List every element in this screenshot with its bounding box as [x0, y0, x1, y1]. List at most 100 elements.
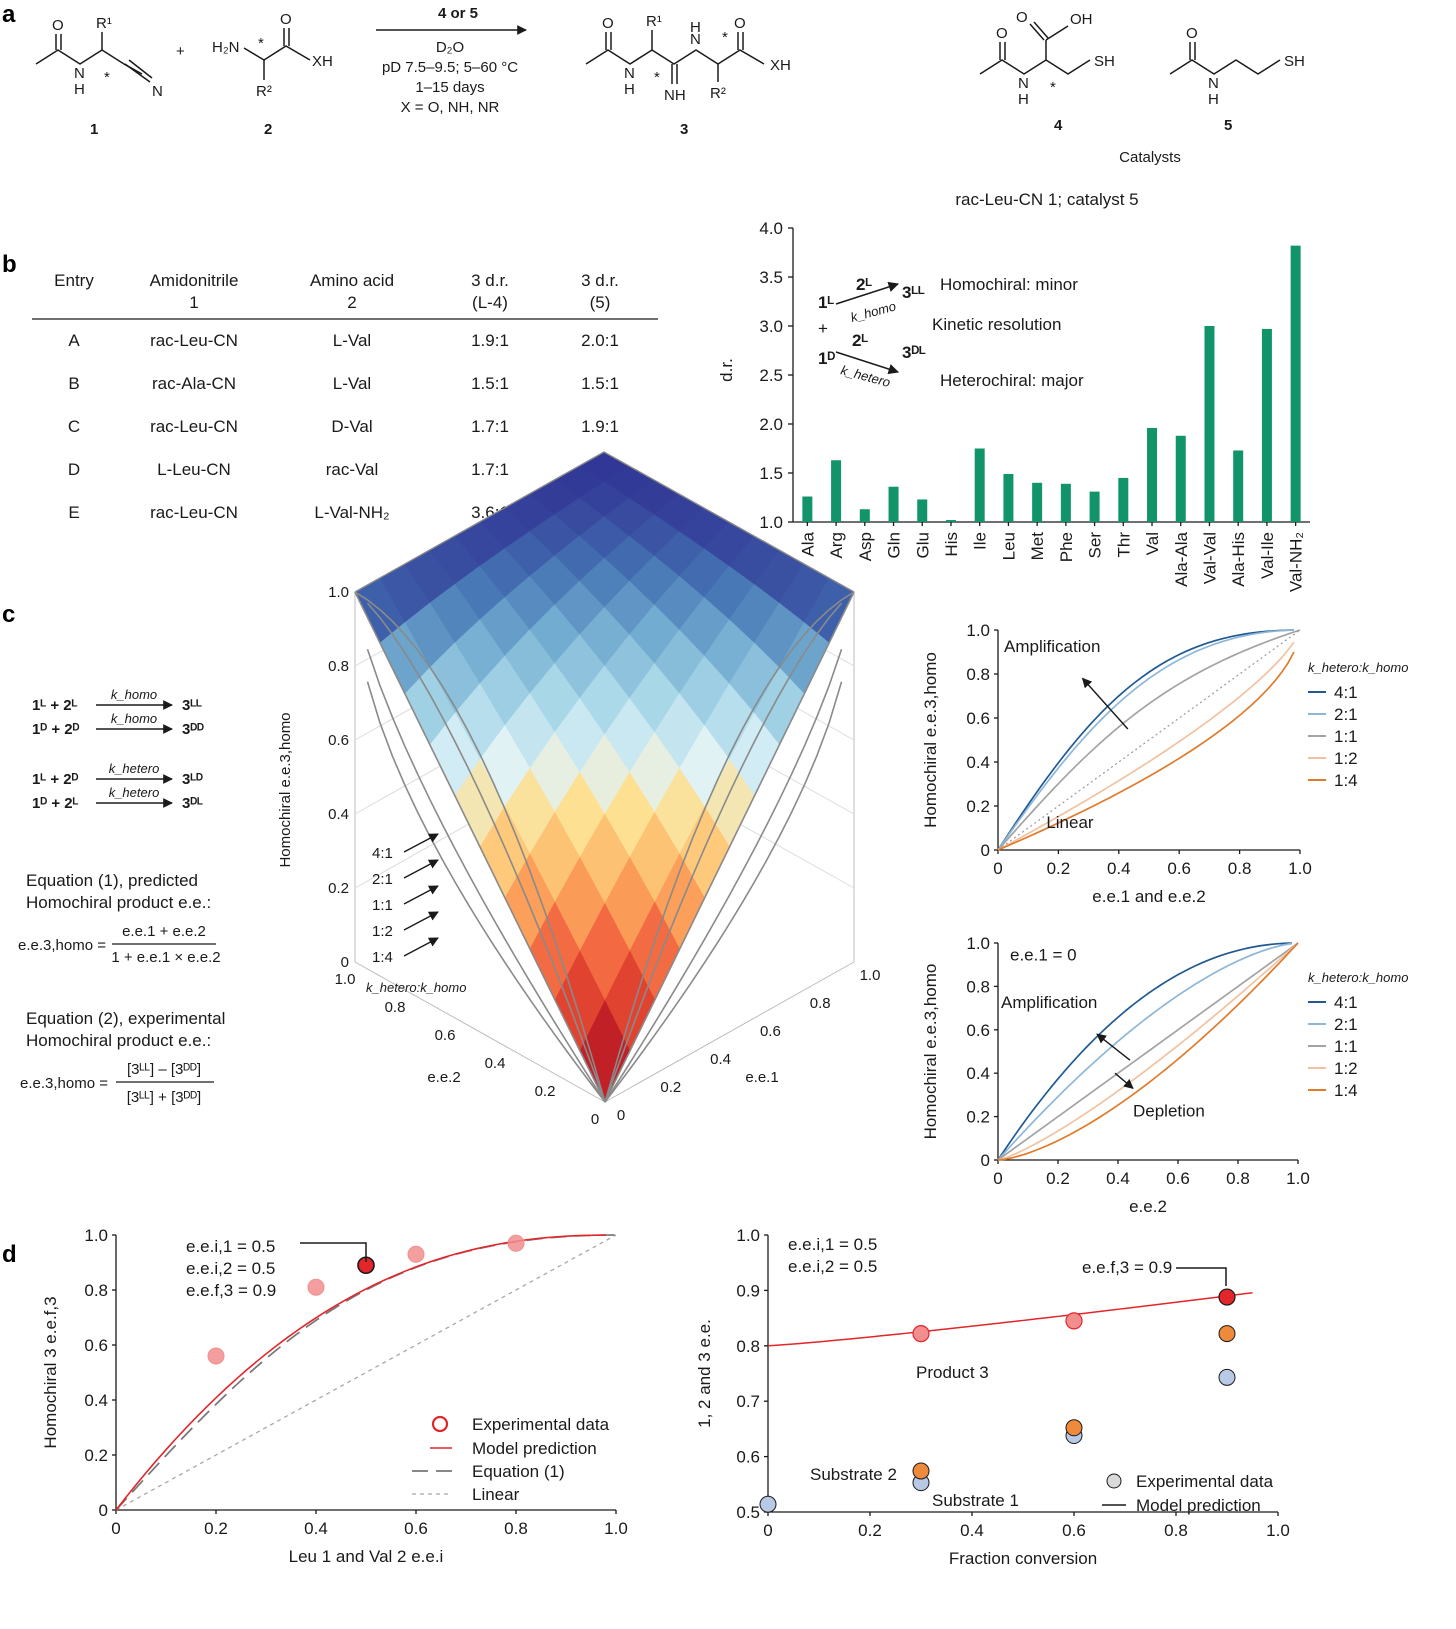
ratio-arrow [403, 833, 439, 853]
x-tick-label: 0 [993, 1169, 1002, 1188]
eq2-numerator: [3ᴸᴸ] – [3ᴰᴰ] [127, 1061, 201, 1078]
y-tick-label: 0.4 [84, 1391, 108, 1410]
x-tick-label: 0.6 [1166, 1169, 1190, 1188]
series-line [997, 942, 1299, 1161]
table-cell: D-Val [331, 417, 372, 436]
ratio-label: 1:1 [372, 897, 393, 914]
svg-text:O: O [996, 25, 1008, 42]
bar [1089, 491, 1100, 522]
svg-text:H: H [1208, 91, 1219, 108]
svg-text:H₂N: H₂N [212, 39, 240, 56]
x-tick-label: 0 [591, 1111, 599, 1128]
plus-sign: + [176, 43, 185, 60]
table-cell: 1.5:1 [471, 374, 509, 393]
substrate-2-point [1065, 1419, 1083, 1437]
x-tick-label: 0.2 [1046, 1169, 1070, 1188]
x-tick-label: Met [1028, 532, 1047, 561]
legend-label: 2:1 [1334, 1015, 1358, 1034]
ratio-curve [366, 681, 606, 1103]
panel-d-letter: d [2, 1241, 17, 1268]
y-tick-label: 0.7 [736, 1392, 760, 1411]
legend-marker [431, 1415, 449, 1433]
svg-text:R²: R² [256, 83, 272, 100]
svg-text:*: * [722, 29, 728, 46]
panel-a-letter: a [2, 1, 16, 28]
svg-text:SH: SH [1284, 53, 1305, 70]
table-subheader-4: (5) [590, 293, 611, 312]
eq1-title: Homochiral product e.e.: [26, 893, 211, 912]
z-tick-label: 0.6 [328, 732, 349, 749]
bar [888, 486, 899, 522]
svg-text:XH: XH [312, 53, 333, 70]
product-3-point [912, 1325, 930, 1343]
annotation-text: e.e.i,1 = 0.5 [788, 1235, 877, 1254]
table-header-2: Amino acid [310, 271, 394, 290]
reaction-lhs: 1ᴰ + 2ᴸ [32, 795, 79, 812]
ratio-label: 1:2 [372, 923, 393, 940]
reaction-rhs: 3ᴰᴸ [182, 795, 203, 812]
ratio-curve [366, 648, 606, 1103]
ratio-curve [366, 602, 606, 1103]
label-product-3: Product 3 [916, 1363, 989, 1382]
y-axis-label: e.e.1 [745, 1069, 778, 1086]
amplification-arrow [1096, 1033, 1131, 1061]
x-tick-label: 0.2 [535, 1083, 556, 1100]
y-tick-label: 0 [617, 1107, 625, 1124]
inset-homochiral: Homochiral: minor [940, 275, 1078, 294]
x-tick-label: 1.0 [1266, 1521, 1290, 1540]
x-axis-label: Fraction conversion [949, 1549, 1097, 1568]
eq2-title: Equation (2), experimental [26, 1009, 225, 1028]
y-tick-label: 0.4 [710, 1051, 731, 1068]
table-cell: rac-Leu-CN [150, 331, 238, 350]
dr-bar-chart: rac-Leu-CN 1; catalyst 5 1.0 1.5 2.0 2.5 3.0 3… [717, 190, 1310, 592]
x-tick-label: 1.0 [604, 1519, 628, 1538]
legend-label: 4:1 [1334, 683, 1358, 702]
table-header-3: 3 d.r. [471, 271, 509, 290]
x-tick-label: Gln [885, 532, 904, 558]
inset-species: 3ᴰᴸ [902, 343, 926, 362]
legend-title: k_hetero:k_homo [1308, 660, 1408, 675]
panel-d: d 0 0.2 0.4 0.6 0.8 1.0 0 0.2 0.4 0.6 0.8 1.0 Leu 1 … [2, 1226, 1290, 1568]
y-tick-label: 0.2 [660, 1079, 681, 1096]
ratio-label: 1:4 [372, 949, 393, 966]
x-tick-label: 0 [111, 1519, 120, 1538]
x-tick-label: 1.0 [1286, 1169, 1310, 1188]
grid-line [354, 961, 606, 1103]
y-tick-label: 1.0 [966, 621, 990, 640]
condition-time: 1–15 days [415, 79, 484, 96]
x-tick-label: Leu [999, 532, 1018, 560]
ratio-curve [604, 648, 843, 1103]
ee-model-plot: 0 0.2 0.4 0.6 0.8 1.0 0 0.2 0.4 0.6 0.8 1.0 Leu 1 an… [41, 1226, 628, 1566]
x-tick-label: Ala-His [1229, 532, 1248, 587]
substrate-1-point [1218, 1368, 1236, 1386]
panel-a: a O N H R¹ * N 1 + H₂N O XH * R² 2 [2, 1, 1305, 166]
table-cell: rac-Leu-CN [150, 417, 238, 436]
x-tick-label: Ala-Ala [1172, 531, 1191, 586]
svg-text:N: N [624, 65, 635, 82]
svg-text:H: H [1018, 91, 1029, 108]
svg-text:N: N [74, 65, 85, 82]
inset-species: 1ᴸ [818, 293, 834, 312]
ratio-arrow [403, 937, 439, 957]
z-tick-label: 0.4 [328, 806, 349, 823]
y-tick-label: 0.8 [966, 665, 990, 684]
legend-label: 1:2 [1334, 1059, 1358, 1078]
legend-label: 1:2 [1334, 749, 1358, 768]
annotation-text: e.e.i,2 = 0.5 [788, 1257, 877, 1276]
svg-text:R²: R² [710, 85, 726, 102]
svg-text:R¹: R¹ [96, 15, 112, 32]
experimental-point [207, 1347, 225, 1365]
ratio-arrow [403, 859, 439, 879]
table-cell: 1.7:1 [471, 460, 509, 479]
x-tick-label: 1.0 [1288, 859, 1312, 878]
reaction-rate: k_hetero [109, 761, 160, 776]
z-tick-label: 0.2 [328, 880, 349, 897]
y-tick-label: 0.6 [966, 709, 990, 728]
y-tick-label: 0.6 [760, 1023, 781, 1040]
y-tick-label: 3.0 [759, 317, 783, 336]
series-line [997, 641, 1295, 851]
x-tick-label: 0 [763, 1521, 772, 1540]
compound-3-structure: O N H R¹ * N H NH * R² O XH [585, 13, 791, 104]
